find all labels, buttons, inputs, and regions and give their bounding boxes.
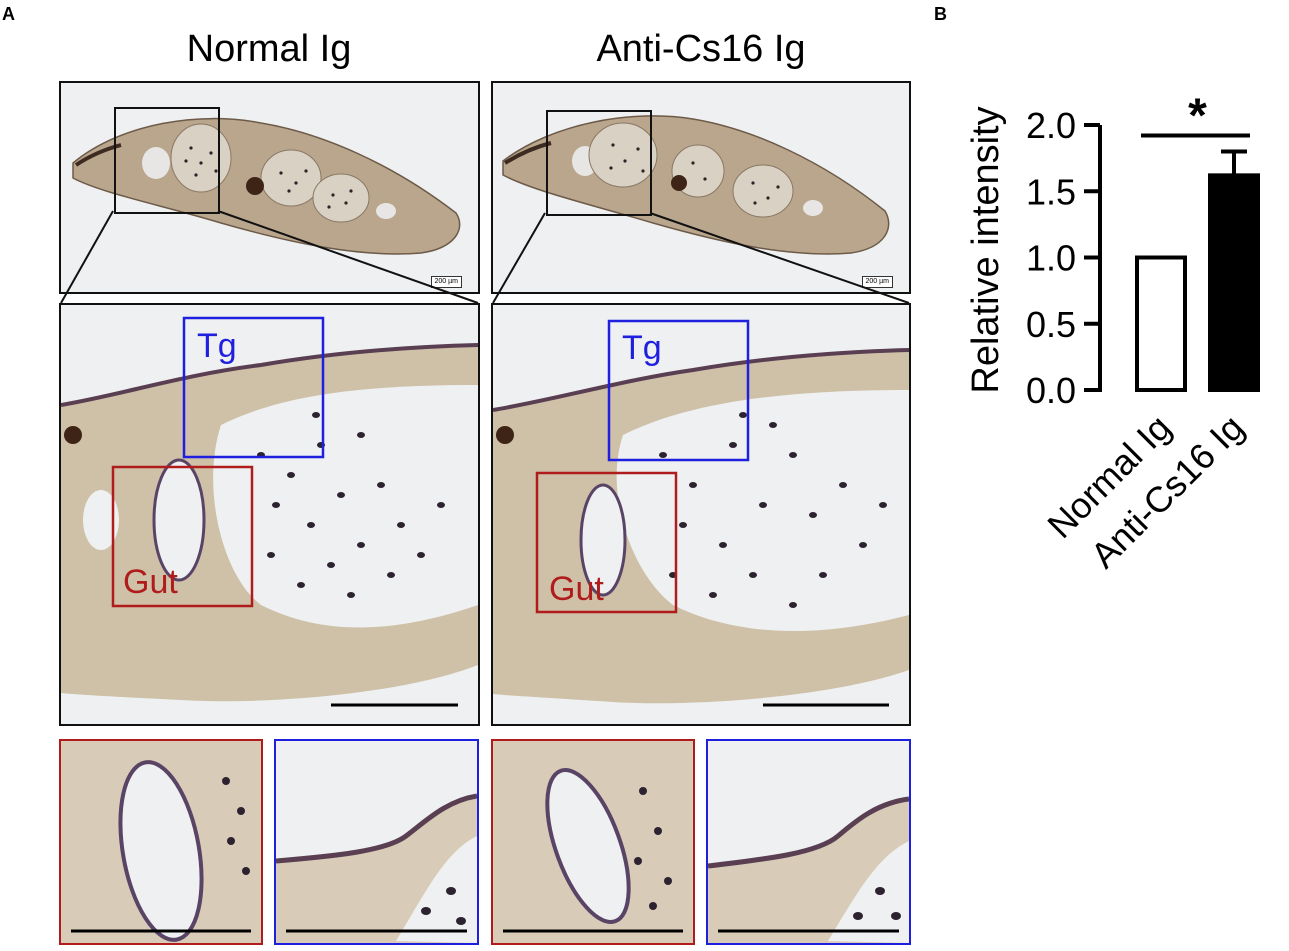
column-title-anti: Anti-Cs16 Ig [596, 28, 806, 70]
tissue-section-anti [502, 110, 890, 255]
crop-gut-anti [491, 739, 695, 945]
y-axis-label: Relative intensity [965, 106, 1007, 393]
magnified-tissue-normal [61, 316, 478, 707]
overview-scale-label-anti: 200 µm [861, 276, 893, 288]
y-tick-label: 0.0 [1026, 370, 1076, 411]
overview-scale-label-normal: 200 µm [430, 276, 462, 288]
crop-tg-anti [706, 739, 911, 945]
y-tick-label: 1.0 [1026, 238, 1076, 279]
crop-gut-normal-tissue [61, 741, 261, 943]
y-tick-label: 1.5 [1026, 171, 1076, 212]
panel-a-letter: A [2, 4, 15, 24]
overview-image-normal: 200 µm [59, 81, 480, 294]
roi-label-gut-anti: Gut [549, 570, 604, 608]
tissue-section-normal [72, 107, 461, 255]
magnified-image-normal: Tg Gut [59, 303, 480, 726]
crop-gut-normal [59, 739, 263, 945]
y-tick-label: 2.0 [1026, 105, 1076, 146]
chart-ticks: 0.0 0.5 1.0 1.5 2.0 [1026, 105, 1100, 411]
crop-gut-anti-tissue [493, 741, 693, 943]
y-tick-label: 0.5 [1026, 304, 1076, 345]
bar-anti-cs16-ig [1208, 173, 1260, 392]
significance-marker: * [1188, 90, 1207, 143]
magnified-tissue-anti [493, 319, 909, 707]
panel-b-letter: B [934, 4, 947, 24]
column-title-normal: Normal Ig [186, 28, 352, 70]
roi-label-tg-anti: Tg [622, 329, 662, 367]
magnified-image-anti: Tg Gut [491, 303, 911, 726]
roi-label-tg-normal: Tg [197, 327, 237, 365]
crop-tg-normal-tissue [276, 793, 477, 943]
overview-image-anti: 200 µm [491, 81, 911, 294]
roi-label-gut-normal: Gut [123, 563, 178, 601]
chart-bars [1135, 149, 1260, 392]
bar-normal-ig [1135, 255, 1187, 392]
crop-tg-anti-tissue [708, 796, 909, 943]
crop-tg-normal [274, 739, 479, 945]
